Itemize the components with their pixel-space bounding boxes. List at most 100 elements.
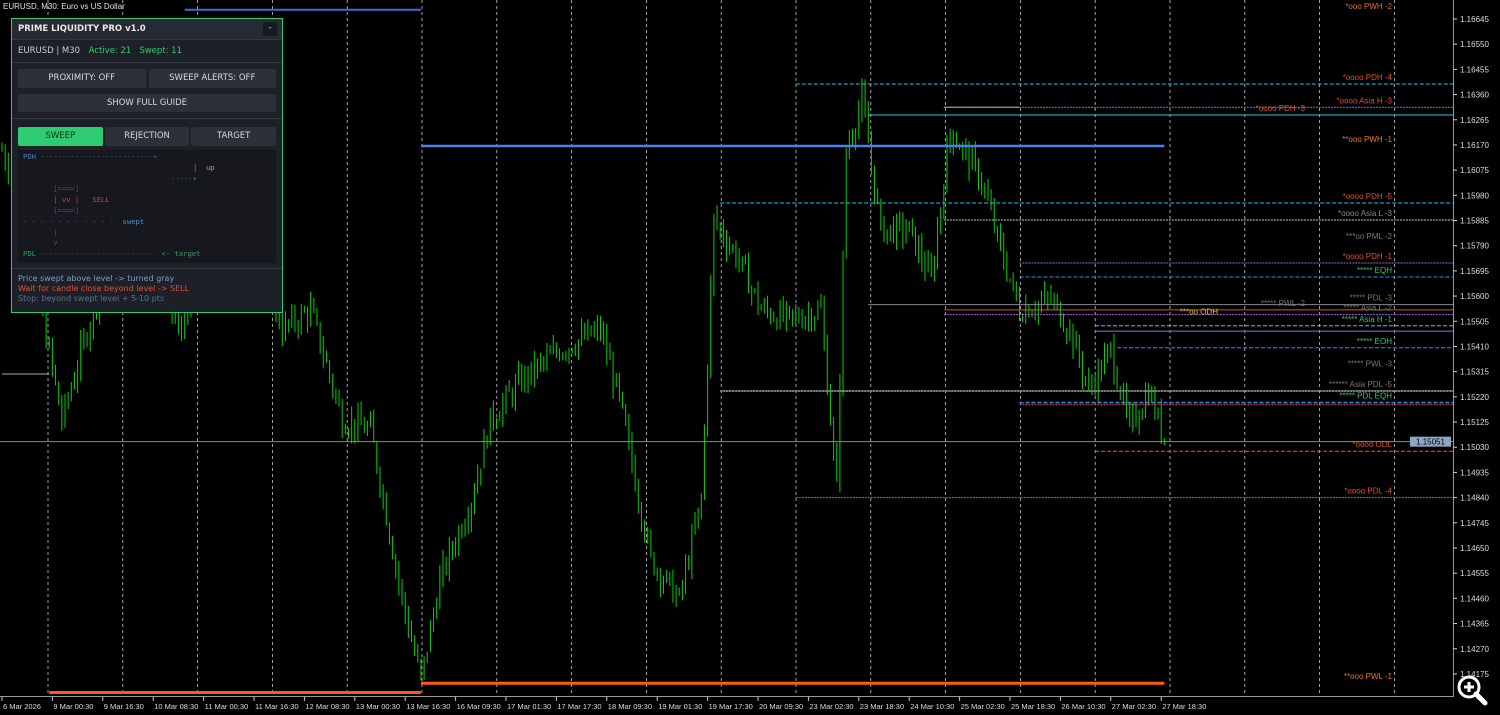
zoom-in-icon[interactable]	[1455, 673, 1489, 707]
price-tick-label: 1.15315	[1460, 368, 1489, 377]
price-tick-label: 1.15410	[1460, 342, 1489, 351]
note-swept: Price swept above level -> turned gray	[18, 274, 175, 283]
tab-rejection[interactable]: REJECTION	[104, 127, 190, 146]
chart-symbol-title: EURUSD, M30: Euro vs US Dollar	[3, 2, 125, 11]
level-label: *oooo ODL	[1352, 440, 1392, 449]
level-label: **ooo PWH -1	[1342, 135, 1392, 144]
time-tick-label: 10 Mar 08:30	[154, 702, 198, 711]
price-tick-label: 1.15220	[1460, 393, 1489, 402]
proximity-button[interactable]: PROXIMITY: OFF	[18, 69, 146, 88]
show-full-guide-button[interactable]: SHOW FULL GUIDE	[18, 94, 276, 112]
price-tick-label: 1.16550	[1460, 40, 1489, 49]
time-tick-label: 9 Mar 16:30	[104, 702, 144, 711]
tab-target[interactable]: TARGET	[191, 127, 277, 146]
time-tick-label: 19 Mar 01:30	[658, 702, 702, 711]
panel-notes: Price swept above level -> turned gray W…	[12, 268, 282, 309]
diagram-pdh: PDH	[23, 152, 36, 161]
level-label: *oooo PDH -3	[1256, 104, 1306, 113]
symbol-timeframe: EURUSD | M30	[18, 46, 81, 56]
price-tick-label: 1.14365	[1460, 620, 1489, 629]
minimize-button[interactable]: -	[263, 22, 277, 36]
time-tick-label: 27 Mar 18:30	[1162, 702, 1206, 711]
level-label: *oooo PDH -1	[1343, 252, 1393, 261]
time-tick-label: 17 Mar 01:30	[507, 702, 551, 711]
time-tick-label: 13 Mar 00:30	[356, 702, 400, 711]
time-axis-border	[0, 696, 1454, 697]
price-tick-label: 1.14270	[1460, 645, 1489, 654]
level-label: ***** PWL -2	[1261, 299, 1306, 308]
panel-header[interactable]: PRIME LIQUIDITY PRO v1.0 -	[12, 19, 282, 40]
level-label: *ooo PWH -2	[1345, 2, 1392, 11]
price-tick-label: 1.14745	[1460, 519, 1489, 528]
sweep-diagram: PDH --------------------------+ | up ---…	[18, 150, 276, 263]
price-tick-label: 1.16075	[1460, 166, 1489, 175]
diagram-swept: swept	[122, 216, 145, 226]
price-tick-label: 1.15695	[1460, 267, 1489, 276]
diagram-swept-line: - - - - - - - - - - -	[23, 216, 114, 226]
time-tick-label: 12 Mar 08:30	[305, 702, 349, 711]
current-price-label: 1.15051	[1416, 438, 1445, 447]
level-label: ***** PWL -3	[1348, 359, 1393, 368]
sweep-alerts-button[interactable]: SWEEP ALERTS: OFF	[148, 69, 276, 88]
note-wait: Wait for candle close beyond level -> SE…	[18, 284, 190, 293]
time-tick-label: 13 Mar 16:30	[406, 702, 450, 711]
time-tick-label: 26 Mar 10:30	[1061, 702, 1105, 711]
level-label: ***** Asia H -1	[1342, 315, 1393, 324]
level-label: *oooo PDL -4	[1344, 487, 1392, 496]
price-tick-label: 1.15790	[1460, 242, 1489, 251]
diagram-up: up	[205, 162, 215, 172]
time-tick-label: 23 Mar 18:30	[860, 702, 904, 711]
time-tick-label: 11 Mar 16:30	[255, 702, 299, 711]
level-label: ***** PDL EQH	[1339, 392, 1392, 401]
level-label: ***oo PML -2	[1346, 232, 1393, 241]
time-tick-label: 16 Mar 09:30	[457, 702, 501, 711]
price-tick-label: 1.16645	[1460, 15, 1489, 24]
note-stop: Stop: beyond swept level + 5-10 pts	[18, 294, 165, 303]
time-tick-label: 20 Mar 09:30	[759, 702, 803, 711]
price-tick-label: 1.15600	[1460, 292, 1489, 301]
diagram-target: <- target	[161, 249, 201, 259]
level-label: **ooo PWL -1	[1344, 672, 1393, 681]
panel-tabs: SWEEP REJECTION TARGET	[12, 127, 282, 146]
panel-title: PRIME LIQUIDITY PRO v1.0	[18, 24, 146, 34]
level-label: ***** Asia L -2	[1343, 304, 1392, 313]
time-tick-label: 24 Mar 10:30	[910, 702, 954, 711]
level-label: ***oo ODH	[1180, 308, 1218, 317]
time-axis[interactable]: 6 Mar 2026 9 Mar 00:30 9 Mar 16:30 10 Mar 0…	[1, 697, 1206, 711]
time-tick-label: 27 Mar 02:30	[1112, 702, 1156, 711]
price-tick-label: 1.16265	[1460, 116, 1489, 125]
price-axis[interactable]: 1.16645 1.16550 1.16455 1.16360 1.16265 1.161…	[1453, 15, 1489, 679]
time-tick-label: 23 Mar 02:30	[809, 702, 853, 711]
price-tick-label: 1.15980	[1460, 191, 1489, 200]
level-stats: Active: 21 Swept: 11	[89, 46, 190, 56]
tab-sweep[interactable]: SWEEP	[18, 127, 103, 146]
level-label: *oooo Asia H -3	[1336, 96, 1392, 105]
time-tick-label: 17 Mar 17:30	[557, 702, 601, 711]
time-tick-label: 6 Mar 2026	[3, 702, 41, 711]
diagram-short-line: -----+	[171, 173, 197, 183]
level-label: *oooo PDH -4	[1343, 73, 1393, 82]
toggle-row: PROXIMITY: OFF SWEEP ALERTS: OFF	[12, 69, 282, 88]
prime-liquidity-panel: PRIME LIQUIDITY PRO v1.0 - EURUSD | M30 …	[11, 18, 283, 313]
price-tick-label: 1.14935	[1460, 468, 1489, 477]
price-tick-label: 1.14650	[1460, 544, 1489, 553]
level-label: *oooo PDH -5	[1343, 192, 1393, 201]
panel-info: EURUSD | M30 Active: 21 Swept: 11	[12, 40, 282, 63]
time-tick-label: 19 Mar 17:30	[709, 702, 753, 711]
active-count: Active: 21	[88, 46, 132, 56]
diagram-pdh-line: --------------------------+	[35, 152, 158, 161]
level-label: ***** EQH	[1357, 266, 1392, 275]
level-label: *oooo Asia L -3	[1338, 209, 1393, 218]
price-tick-label: 1.15885	[1460, 217, 1489, 226]
diagram-box-bot: [====]	[53, 205, 80, 215]
guide-row: SHOW FULL GUIDE	[12, 94, 282, 119]
swept-count: Swept: 11	[139, 46, 182, 56]
diagram-pdl-line: --------------------------	[35, 249, 153, 259]
price-tick-label: 1.14175	[1460, 670, 1489, 679]
price-tick-label: 1.16360	[1460, 91, 1489, 100]
price-tick-label: 1.16455	[1460, 65, 1489, 74]
diagram-box-mid: | vv |	[53, 195, 80, 205]
time-tick-label: 9 Mar 00:30	[53, 702, 93, 711]
price-tick-label: 1.15505	[1460, 317, 1489, 326]
